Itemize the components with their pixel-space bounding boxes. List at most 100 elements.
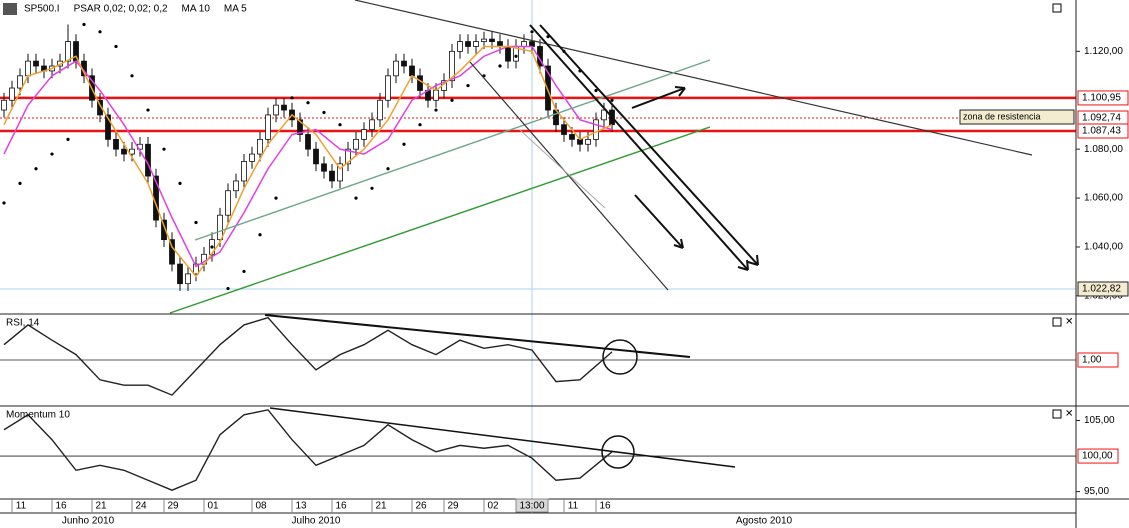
candle-body [305,134,311,150]
psar-dot [370,186,374,190]
psar-dot [162,147,166,151]
x-tick-label: 26 [415,501,427,512]
candle-body [233,180,239,192]
trend-line [354,0,1033,156]
candle-body [169,239,175,265]
candle-body [9,87,15,101]
x-tick-label: 29 [167,501,179,512]
candle-body [17,75,23,89]
x-tick-label: 21 [375,501,387,512]
psar-dot [306,101,310,105]
candle-body [433,90,439,101]
level-label-box [1077,352,1119,368]
month-label: Junho 2010 [62,516,115,527]
month-label: Julho 2010 [292,516,341,527]
channel-line [169,126,711,314]
candle-body [25,60,31,77]
candle-body [401,60,407,67]
psar-dot [274,196,278,200]
close-icon[interactable]: ✕ [1065,317,1073,328]
psar-dot [466,83,470,88]
candle-body [457,41,463,52]
month-label: Agosto 2010 [736,516,793,527]
maximize-icon[interactable] [1052,3,1062,13]
psar-dot [194,220,198,225]
psar-dot [258,233,262,237]
y-tick-label: 1,00 [1082,355,1102,366]
candle-body [1,99,7,111]
psar-dot [226,286,230,291]
psar-dot [402,142,406,146]
x-tick-label: 01 [207,501,219,512]
x-tick-label: 13:00 [519,501,544,512]
candle-body [129,148,135,155]
price-label: 1.092,74 [1082,113,1121,124]
psar-dot [130,74,134,78]
x-tick-label: 11 [16,501,27,512]
psar-dot [66,137,70,141]
symbol-icon [3,3,17,15]
candle-body [561,124,567,135]
candle-body [161,219,167,241]
candle-body [265,114,271,140]
legend-entry: MA 5 [224,4,247,15]
candle-body [505,46,511,62]
x-tick-label: 16 [335,501,347,512]
x-tick-label: 11 [568,501,579,512]
candle-body [329,170,335,182]
arrow-head [737,254,759,271]
candle-body [601,109,607,121]
candle-body [393,60,399,77]
candle-body [369,119,375,131]
maximize-icon[interactable] [1052,317,1062,327]
psar-dot [114,44,118,49]
price-label-box [1077,281,1129,297]
trend-line [529,24,749,271]
legend-entry: PSAR 0,02; 0,02; 0,2 [74,4,168,15]
candle-body [481,38,487,42]
candle-body [105,114,111,140]
drawings [0,0,1076,498]
candle-body [489,38,495,42]
psar-dot [98,30,102,34]
close-icon[interactable]: ✕ [1065,409,1073,420]
level-label-box [1077,448,1119,464]
candle-body [241,160,247,182]
psar-dot [146,108,150,112]
trend-line [519,129,606,209]
symbol: SP500.I [24,4,60,15]
x-tick-label: 24 [135,501,147,512]
ma-line [3,45,613,268]
candle-body [449,50,455,82]
psar-dot [450,98,454,102]
candle-body [257,138,263,155]
highlight-circle [602,339,638,375]
x-tick-label: 08 [255,501,267,512]
candle-body [585,138,591,145]
candle-body [185,273,191,285]
psar-dot [178,181,182,185]
candle-body [281,104,287,111]
candle-body [337,163,343,182]
candle-body [353,138,359,150]
candle-body [377,99,383,121]
candle-body [121,148,127,155]
x-tick-label: 02 [487,501,499,512]
psar-dot [322,110,326,115]
highlight-circle [601,435,635,469]
candle-body [569,134,575,140]
indicator-line [3,316,613,396]
candle-body [361,129,367,140]
maximize-icon[interactable] [1052,409,1062,419]
candle-body [313,148,319,165]
psar-dot [610,98,614,102]
momentum-trend-line [269,407,736,468]
psar-dot [242,269,246,274]
psar-dot [514,54,518,58]
psar-dot [34,167,38,171]
trend-line [539,24,759,266]
y-tick-label: 100,00 [1082,451,1113,462]
